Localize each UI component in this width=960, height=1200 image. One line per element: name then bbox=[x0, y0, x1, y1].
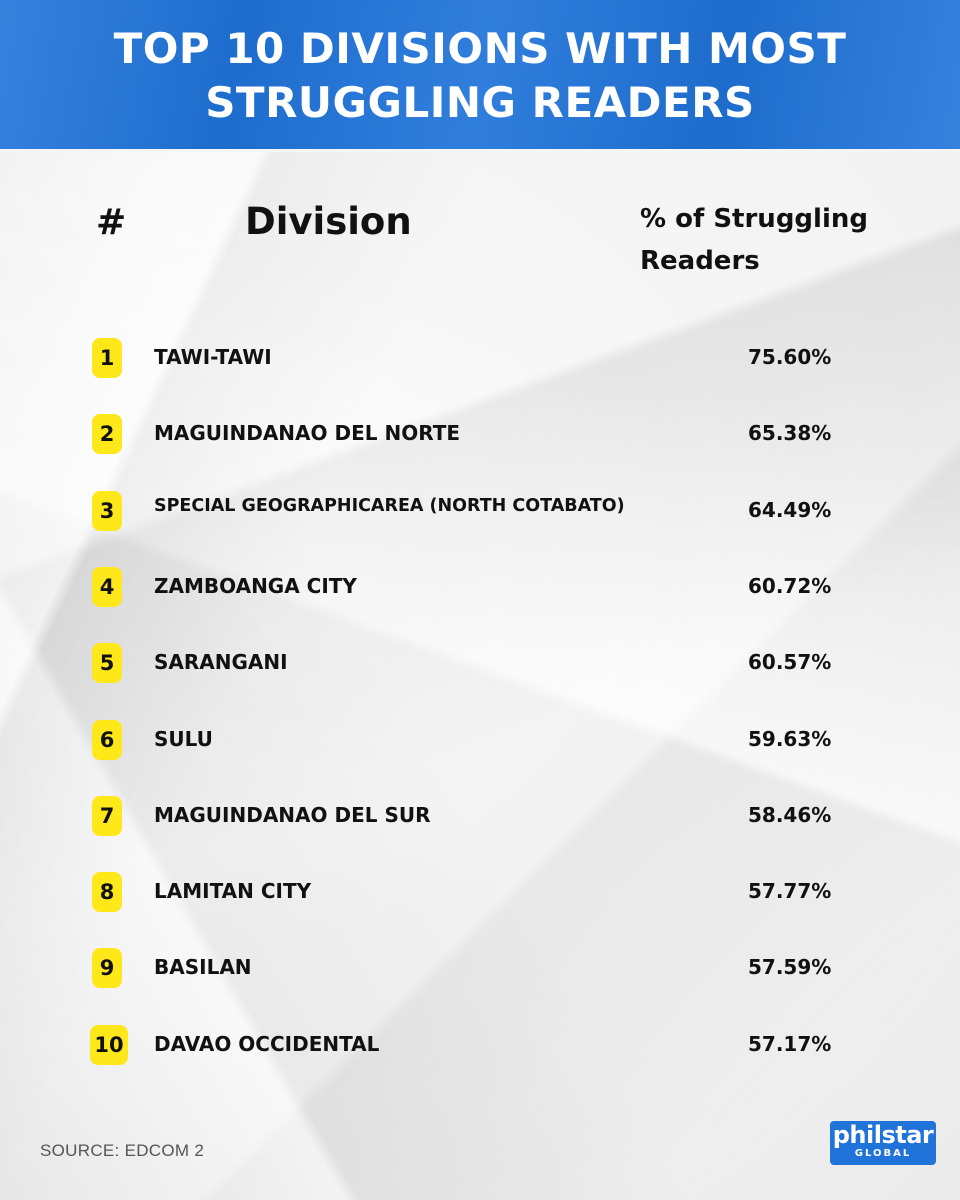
rank-badge: 6 bbox=[92, 719, 122, 760]
rank-badge: 1 bbox=[92, 338, 122, 378]
percent-header-line-1: % of Struggling bbox=[640, 204, 868, 234]
title-line-2: STRUGGLING READERS bbox=[205, 78, 755, 127]
table-row: 8 LAMITAN CITY 57.77% bbox=[0, 872, 960, 922]
percent-value: 57.77% bbox=[748, 879, 832, 904]
title-line-1: TOP 10 DIVISIONS WITH MOST bbox=[113, 24, 847, 73]
rank-badge: 7 bbox=[92, 795, 122, 836]
percent-header-line-2: Readers bbox=[640, 246, 760, 276]
table-row: 1 TAWI-TAWI 75.60% bbox=[0, 338, 960, 388]
table-row: 2 MAGUINDANAO DEL NORTE 65.38% bbox=[0, 414, 960, 464]
percent-column-header: % of Struggling Readers bbox=[640, 198, 900, 282]
division-name: SARANGANI bbox=[154, 650, 288, 675]
percent-value: 60.72% bbox=[748, 573, 832, 598]
title-banner: TOP 10 DIVISIONS WITH MOST STRUGGLING RE… bbox=[0, 0, 960, 152]
table-row: 5 SARANGANI 60.57% bbox=[0, 643, 960, 693]
percent-value: 57.59% bbox=[748, 955, 832, 980]
table-row: 7 MAGUINDANAO DEL SUR 58.46% bbox=[0, 795, 960, 846]
percent-value: 60.57% bbox=[748, 650, 832, 675]
percent-value: 65.38% bbox=[748, 421, 832, 446]
page-title: TOP 10 DIVISIONS WITH MOST STRUGGLING RE… bbox=[0, 22, 960, 130]
division-column-header: Division bbox=[245, 200, 412, 243]
division-name: ZAMBOANGA CITY bbox=[154, 573, 357, 598]
percent-value: 64.49% bbox=[748, 497, 832, 522]
table-row: 9 BASILAN 57.59% bbox=[0, 948, 960, 998]
division-name: MAGUINDANAO DEL NORTE bbox=[154, 421, 460, 446]
division-name: LAMITAN CITY bbox=[154, 879, 312, 904]
division-name: BASILAN bbox=[154, 955, 252, 980]
rank-badge: 8 bbox=[92, 872, 122, 913]
logo-wordmark: philstar bbox=[832, 1121, 934, 1149]
table-row: 3 SPECIAL GEOGRAPHICAREA (NORTH COTABATO)… bbox=[0, 490, 960, 541]
division-name: MAGUINDANAO DEL SUR bbox=[154, 802, 431, 827]
rank-badge: 10 bbox=[90, 1024, 128, 1065]
rank-badge: 9 bbox=[92, 948, 122, 989]
logo-subtitle: GLOBAL bbox=[854, 1148, 912, 1159]
rank-badge: 5 bbox=[92, 643, 122, 684]
rank-badge: 2 bbox=[92, 414, 122, 455]
division-name: TAWI-TAWI bbox=[154, 345, 272, 369]
percent-value: 75.60% bbox=[748, 345, 832, 369]
rank-column-header: # bbox=[96, 202, 127, 243]
source-note: SOURCE: EDCOM 2 bbox=[40, 1141, 205, 1160]
percent-value: 59.63% bbox=[748, 726, 832, 751]
division-name: DAVAO OCCIDENTAL bbox=[154, 1031, 380, 1056]
rank-badge: 3 bbox=[92, 490, 122, 531]
table-row: 10 DAVAO OCCIDENTAL 57.17% bbox=[0, 1024, 960, 1075]
paper-background bbox=[0, 150, 960, 1200]
philstar-logo: philstar GLOBAL bbox=[830, 1121, 936, 1165]
rank-badge: 4 bbox=[92, 566, 122, 607]
percent-value: 58.46% bbox=[748, 802, 832, 827]
table-row: 6 SULU 59.63% bbox=[0, 719, 960, 770]
table-row: 4 ZAMBOANGA CITY 60.72% bbox=[0, 566, 960, 617]
division-name: SPECIAL GEOGRAPHICAREA (NORTH COTABATO) bbox=[154, 495, 625, 516]
percent-value: 57.17% bbox=[748, 1031, 832, 1056]
division-name: SULU bbox=[154, 726, 213, 751]
